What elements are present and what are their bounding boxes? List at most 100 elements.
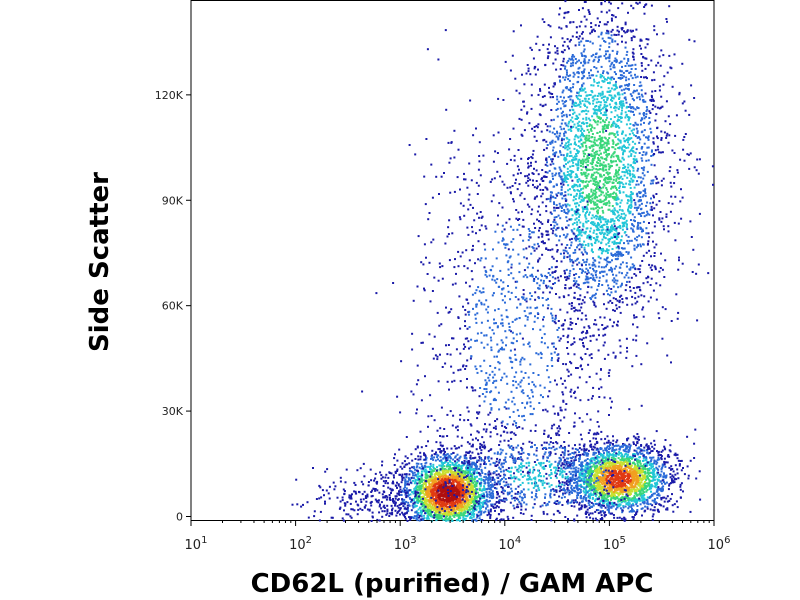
event-dot	[424, 468, 427, 471]
event-dot	[419, 479, 422, 482]
event-dot	[389, 487, 392, 490]
event-dot	[387, 486, 390, 489]
event-dot	[612, 469, 615, 472]
event-dot	[396, 470, 399, 472]
event-dot	[584, 215, 587, 218]
event-dot	[435, 514, 438, 517]
event-dot	[584, 466, 587, 469]
event-dot	[679, 485, 682, 488]
event-dot	[608, 489, 611, 492]
event-dot	[660, 450, 663, 453]
event-dot	[594, 195, 597, 198]
event-dot	[455, 507, 458, 510]
event-dot	[639, 488, 642, 491]
event-dot	[598, 483, 600, 486]
event-dot	[687, 474, 690, 477]
event-dot	[415, 515, 418, 518]
event-dot	[454, 475, 456, 478]
event-dot	[624, 476, 626, 478]
event-dot	[446, 453, 449, 456]
event-dot	[658, 476, 660, 479]
event-dot	[607, 509, 610, 512]
event-dot	[578, 472, 581, 475]
event-dot	[412, 516, 415, 519]
event-dot	[652, 465, 654, 468]
event-dot	[448, 492, 451, 495]
event-dot	[626, 466, 628, 469]
event-dot	[646, 476, 649, 479]
event-dot	[470, 505, 473, 507]
event-dot	[439, 451, 442, 454]
event-dot	[668, 466, 671, 469]
event-dot	[612, 458, 615, 461]
event-dot	[467, 513, 470, 516]
event-dot	[588, 479, 591, 482]
event-dot	[603, 442, 606, 445]
event-dot	[635, 471, 638, 474]
event-dot	[582, 472, 585, 475]
event-dot	[601, 486, 604, 489]
event-dot	[394, 504, 396, 507]
event-dot	[601, 224, 603, 227]
event-dot	[585, 464, 588, 467]
event-dot	[622, 499, 624, 502]
event-dot	[598, 466, 601, 469]
event-dot	[452, 503, 455, 505]
event-dot	[455, 477, 458, 480]
event-dot	[603, 54, 606, 57]
event-dot	[587, 470, 590, 473]
event-dot	[623, 483, 626, 486]
event-dot	[423, 517, 426, 520]
event-dot	[495, 518, 498, 521]
event-dot	[447, 500, 450, 503]
event-dot	[478, 478, 481, 480]
event-dot	[613, 503, 616, 506]
event-dot	[608, 484, 611, 486]
event-dot	[558, 239, 561, 242]
event-dot	[448, 460, 451, 462]
event-dot	[610, 498, 612, 501]
event-dot	[586, 474, 589, 477]
event-dot	[630, 129, 633, 132]
event-dot	[467, 500, 470, 503]
event-dot	[485, 503, 488, 506]
event-dot	[675, 500, 678, 503]
event-dot	[428, 495, 431, 498]
event-dot	[393, 464, 396, 466]
event-dot	[622, 506, 625, 509]
event-dot	[579, 488, 582, 491]
event-dot	[615, 229, 618, 232]
event-dot	[567, 450, 570, 453]
event-dot	[607, 474, 610, 477]
event-dot	[587, 432, 590, 434]
event-dot	[599, 221, 602, 224]
event-dot	[425, 489, 427, 492]
event-dot	[614, 458, 617, 460]
event-dot	[682, 467, 684, 469]
event-dot	[627, 451, 630, 454]
event-dot	[608, 466, 611, 469]
event-dot	[614, 444, 617, 447]
event-dot	[628, 493, 631, 496]
event-dot	[613, 463, 616, 466]
event-dot	[471, 512, 474, 515]
event-dot	[434, 453, 437, 456]
event-dot	[637, 484, 640, 487]
event-dot	[661, 449, 664, 452]
event-dot	[606, 496, 609, 499]
event-dot	[627, 476, 630, 478]
event-dot	[640, 89, 643, 92]
event-dot	[435, 488, 437, 491]
event-dot	[426, 500, 429, 503]
event-dot	[624, 444, 627, 447]
event-dot	[405, 476, 408, 479]
event-dot	[602, 469, 605, 472]
event-dot	[489, 510, 492, 513]
event-dot	[612, 495, 615, 498]
event-dot	[639, 467, 642, 470]
event-dot	[471, 445, 474, 448]
event-dot	[594, 481, 597, 484]
event-dot	[608, 505, 611, 508]
event-dot	[566, 219, 569, 222]
event-dot	[573, 461, 576, 464]
